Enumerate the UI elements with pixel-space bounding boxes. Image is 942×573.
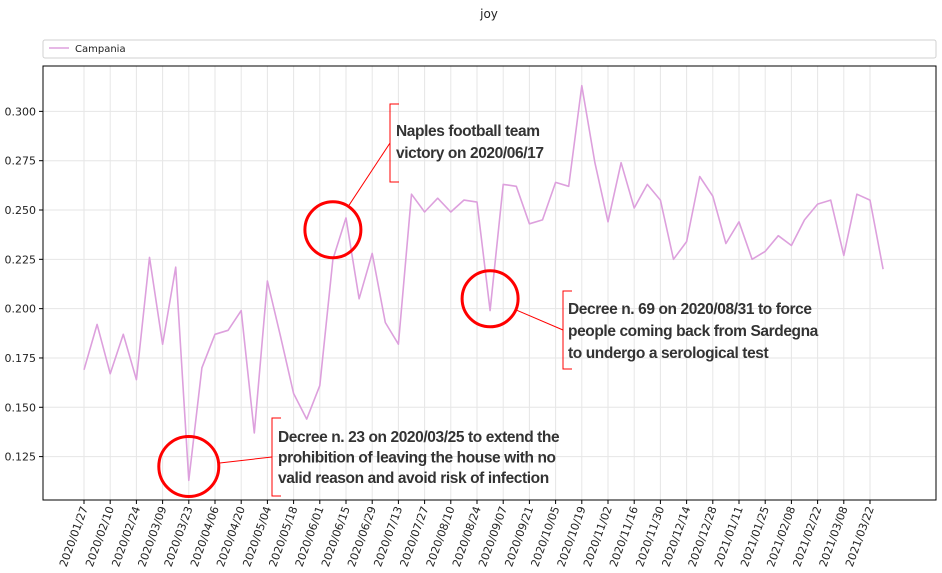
y-tick-label: 0.175: [5, 352, 37, 365]
annotation-text: victory on 2020/06/17: [396, 145, 544, 162]
grid: [43, 66, 936, 500]
annotation-layer: Decree n. 23 on 2020/03/25 to extend the…: [157, 103, 819, 498]
y-tick-label: 0.275: [5, 155, 37, 168]
legend-box: [42, 39, 937, 59]
series-layer: [83, 84, 884, 482]
annotation-connector: [515, 309, 564, 331]
y-tick-label: 0.200: [5, 303, 37, 316]
annotation-text: prohibition of leaving the house with no: [278, 450, 556, 467]
y-tick-label: 0.300: [5, 105, 37, 118]
annotation-circle: [157, 434, 221, 498]
annotation-circle: [460, 269, 520, 329]
annotation-text: to undergo a serological test: [568, 345, 769, 362]
annotation-bracket: [389, 103, 399, 183]
y-tick-label: 0.250: [5, 204, 37, 217]
y-axis: 0.125 0.150 0.175 0.200 0.225 0.250 0.275 0.300: [5, 105, 43, 464]
chart-title: joy: [479, 7, 498, 21]
annotation-text: people coming back from Sardegna: [568, 323, 819, 340]
annotation-connector: [218, 456, 273, 464]
legend: Campania: [42, 39, 937, 59]
annotation-connector: [347, 142, 391, 207]
y-tick-label: 0.150: [5, 401, 37, 414]
x-axis: 2020/01/272020/02/102020/02/242020/03/09…: [57, 500, 877, 569]
annotation-text: valid reason and avoid risk of infection: [278, 470, 549, 487]
annotation-text: Decree n. 69 on 2020/08/31 to force: [568, 301, 812, 318]
y-tick-label: 0.225: [5, 253, 37, 266]
series-line-campania: [83, 84, 884, 482]
y-tick-label: 0.125: [5, 451, 37, 464]
legend-label: Campania: [75, 44, 126, 55]
annotation-circle: [303, 200, 363, 260]
annotation-text: Decree n. 23 on 2020/03/25 to extend the: [278, 429, 560, 446]
annotation-text: Naples football team: [396, 123, 540, 140]
plot-frame: [42, 65, 937, 501]
